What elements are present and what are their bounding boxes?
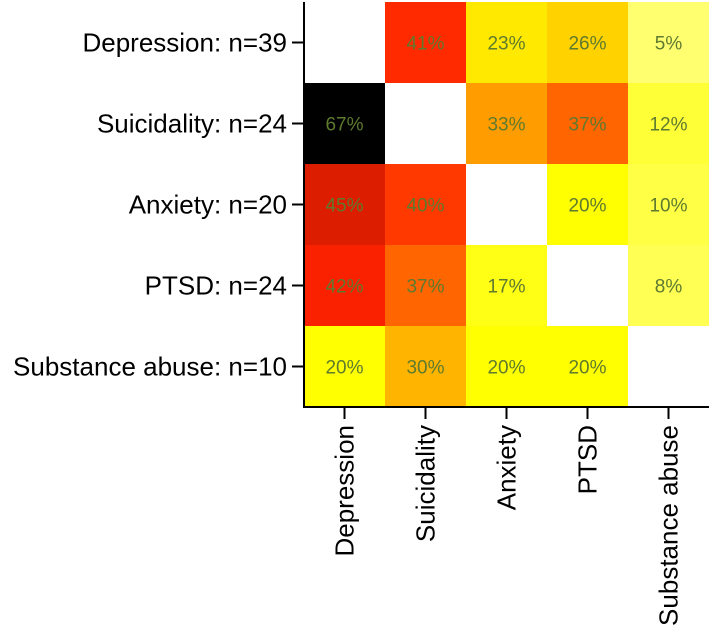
heatmap-cell xyxy=(385,326,466,407)
cell-value-label: 12% xyxy=(649,115,687,136)
heatmap-cell xyxy=(466,83,547,164)
cell-value-label: 10% xyxy=(649,196,687,217)
heatmap-cell xyxy=(304,164,385,245)
cell-value-label: 33% xyxy=(487,115,525,136)
heatmap-cell xyxy=(547,83,628,164)
heatmap-cell xyxy=(466,326,547,407)
cell-value-label: 17% xyxy=(487,277,525,298)
heatmap-cell xyxy=(304,83,385,164)
cell-value-label: 37% xyxy=(568,115,606,136)
cell-value-label: 41% xyxy=(406,34,444,55)
column-label: Anxiety xyxy=(492,425,522,510)
heatmap-cell xyxy=(466,164,547,245)
row-label: Suicidality: n=24 xyxy=(97,109,287,139)
heatmap-cell xyxy=(466,245,547,326)
column-label: Depression xyxy=(330,425,360,557)
cell-value-label: 20% xyxy=(487,358,525,379)
heatmap-cell xyxy=(628,326,709,407)
heatmap-cells xyxy=(304,2,709,407)
heatmap-labels: 41% 23% 26% 5% 67% 33% 37% 12% 45% 40% 20% 10% 42% 37… xyxy=(13,28,688,626)
cell-value-label: 20% xyxy=(325,358,363,379)
heatmap-cell xyxy=(628,2,709,83)
heatmap-cell xyxy=(304,326,385,407)
cell-value-label: 40% xyxy=(406,196,444,217)
heatmap-cell xyxy=(385,2,466,83)
heatmap-cell xyxy=(547,245,628,326)
heatmap-cell xyxy=(304,245,385,326)
cell-value-label: 20% xyxy=(568,196,606,217)
heatmap-cell xyxy=(628,164,709,245)
heatmap-cell xyxy=(304,2,385,83)
heatmap-cell xyxy=(385,164,466,245)
cell-value-label: 26% xyxy=(568,34,606,55)
cell-value-label: 37% xyxy=(406,277,444,298)
heatmap-cell xyxy=(385,245,466,326)
cell-value-label: 45% xyxy=(325,196,363,217)
row-label: Anxiety: n=20 xyxy=(129,190,287,220)
heatmap-cell xyxy=(628,245,709,326)
column-label: Suicidality xyxy=(411,425,441,542)
heatmap-cell xyxy=(547,164,628,245)
heatmap-cell xyxy=(628,83,709,164)
heatmap-axes xyxy=(292,2,709,419)
heatmap-cell xyxy=(385,83,466,164)
heatmap-cell xyxy=(547,2,628,83)
column-label: PTSD xyxy=(573,425,603,494)
row-label: Substance abuse: n=10 xyxy=(13,352,287,382)
column-label: Substance abuse xyxy=(654,425,684,626)
heatmap-cell xyxy=(547,326,628,407)
cell-value-label: 5% xyxy=(655,34,683,55)
row-label: PTSD: n=24 xyxy=(145,271,287,301)
cell-value-label: 20% xyxy=(568,358,606,379)
cell-value-label: 30% xyxy=(406,358,444,379)
row-label: Depression: n=39 xyxy=(82,28,287,58)
cell-value-label: 23% xyxy=(487,34,525,55)
cell-value-label: 8% xyxy=(655,277,683,298)
heatmap-cell xyxy=(466,2,547,83)
cell-value-label: 67% xyxy=(325,115,363,136)
cell-value-label: 42% xyxy=(325,277,363,298)
